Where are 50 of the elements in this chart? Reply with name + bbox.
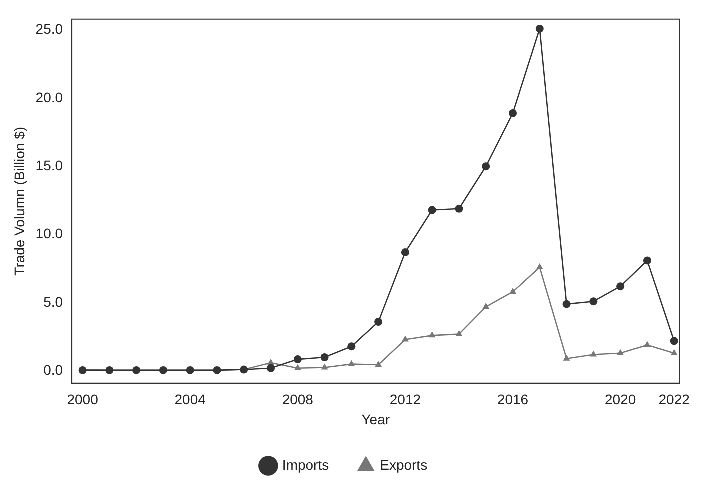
legend-label: Exports xyxy=(380,456,428,473)
point xyxy=(348,342,356,351)
point xyxy=(402,336,409,342)
point xyxy=(509,109,517,118)
point xyxy=(375,360,382,367)
y-tick-label: 10.0 xyxy=(36,226,64,242)
point xyxy=(294,364,302,370)
legend-label: Imports xyxy=(282,456,330,473)
point xyxy=(456,330,463,336)
y-tick-label: 20.0 xyxy=(36,89,64,106)
point xyxy=(374,318,383,326)
point xyxy=(536,24,544,33)
x-tick-label: 2004 xyxy=(174,392,206,408)
x-tick-label: 2020 xyxy=(604,392,636,408)
y-tick-label: 15.0 xyxy=(36,157,64,174)
point xyxy=(562,300,571,308)
point xyxy=(482,303,490,310)
point xyxy=(644,341,651,348)
point xyxy=(616,282,625,291)
point xyxy=(670,337,678,346)
x-tick-label: 2022 xyxy=(658,392,690,408)
x-tick-label: 2016 xyxy=(497,392,529,408)
point xyxy=(320,354,329,362)
point xyxy=(348,360,356,366)
y-tick-label: 25.0 xyxy=(36,21,64,38)
point xyxy=(268,358,274,365)
point xyxy=(428,206,436,214)
x-axis-title: Year xyxy=(362,411,390,428)
point xyxy=(670,349,678,356)
point xyxy=(563,354,570,361)
point xyxy=(428,332,436,338)
point xyxy=(643,256,652,265)
x-tick-label: 2000 xyxy=(67,392,99,408)
point xyxy=(536,264,544,270)
point xyxy=(267,364,276,372)
point xyxy=(590,298,598,306)
point xyxy=(321,364,328,370)
point xyxy=(401,248,410,257)
point xyxy=(455,204,464,213)
y-axis-title: Trade Volumn (Billion $) xyxy=(11,126,28,276)
point xyxy=(510,288,516,294)
y-tick-label: 5.0 xyxy=(44,294,64,310)
x-tick-label: 2012 xyxy=(390,392,422,408)
x-tick-label: 2008 xyxy=(282,392,314,408)
point xyxy=(78,366,87,374)
point xyxy=(482,162,490,171)
point xyxy=(294,356,302,364)
point xyxy=(617,349,624,356)
point xyxy=(590,350,598,357)
y-tick-label: 0.0 xyxy=(44,362,64,378)
